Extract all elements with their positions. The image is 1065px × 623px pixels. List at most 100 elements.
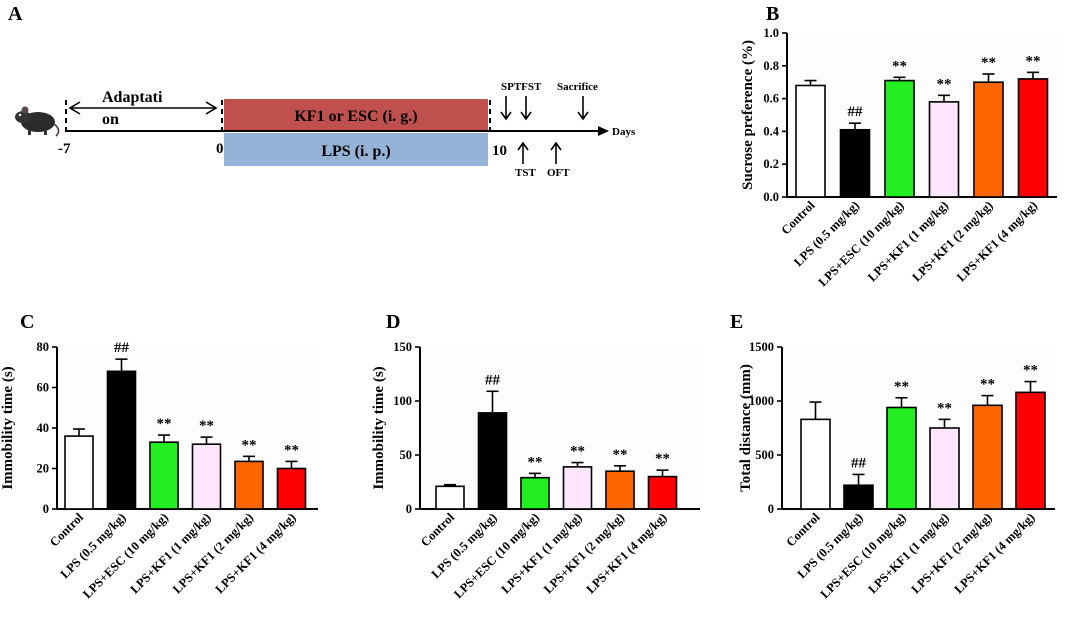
chart-immobility-fst: 0 50 100 150 Immobility time (s) Control ## LPS… — [371, 340, 700, 601]
chart-b-bar-lps-esc — [884, 79, 915, 198]
chart-d-y-axis-label: Immobility time (s) — [371, 366, 387, 489]
oft-arrow — [550, 141, 562, 164]
chart-d-significance-lps-kf1-4: ** — [655, 451, 670, 467]
lps-box — [224, 133, 488, 166]
timeline-arrowhead — [598, 126, 609, 136]
chart-c-ytick-label: 80 — [37, 340, 50, 354]
kf1-esc-box — [224, 99, 488, 130]
chart-d-significance-lps-kf1-2: ** — [613, 447, 628, 463]
chart-d-category-label-lps-kf1-4: LPS+KF1 (4 mg/kg) — [583, 510, 669, 596]
chart-c-significance-lps-esc: ** — [157, 416, 172, 432]
chart-c-bar-control — [64, 435, 94, 510]
chart-b-ytick-label: 0.4 — [763, 124, 779, 138]
tst-arrow — [517, 141, 529, 164]
chart-b-significance-lps: ## — [848, 104, 864, 120]
chart-b-y-axis-label: Sucrose preference (%) — [740, 40, 756, 190]
chart-b-significance-lps-kf1-1: ** — [937, 76, 952, 92]
panel-letter-c: C — [20, 311, 34, 333]
chart-b-category-label-lps-kf1-2: LPS+KF1 (2 mg/kg) — [909, 198, 995, 284]
chart-c-bar-lps-kf1-1 — [191, 443, 222, 510]
chart-immobility-tst: 0 20 40 60 80 Immobility time (s) Control ## LPS… — [0, 340, 318, 601]
chart-b-significance-lps-kf1-4: ** — [1026, 53, 1041, 69]
chart-c-y-axis-label: Immobility time (s) — [0, 366, 16, 489]
chart-c-significance-lps: ## — [114, 340, 130, 356]
chart-d-bar-lps-kf1-1 — [562, 466, 593, 510]
chart-e-significance-lps: ## — [851, 455, 867, 471]
chart-c-significance-lps-kf1-1: ** — [199, 418, 214, 434]
chart-d-bar-control — [435, 485, 465, 510]
chart-e-ytick-label: 500 — [755, 448, 774, 462]
chart-d-significance-lps-esc: ** — [528, 454, 543, 470]
chart-d-bar-lps-kf1-2 — [605, 470, 635, 510]
chart-c-significance-lps-kf1-2: ** — [242, 437, 257, 453]
chart-d-bar-lps — [477, 412, 508, 510]
chart-total-distance: 0 500 1000 1500 Total distance (mm) Control ##… — [738, 340, 1055, 601]
chart-e-ytick-label: 1000 — [749, 394, 774, 408]
chart-e-significance-lps-kf1-1: ** — [937, 400, 952, 416]
lps-label: LPS (i. p.) — [321, 143, 390, 160]
chart-d-category-label-lps-kf1-2: LPS+KF1 (2 mg/kg) — [541, 510, 627, 596]
chart-d-bar-lps-esc — [520, 476, 550, 510]
chart-e-category-label-lps-kf1-4: LPS+KF1 (4 mg/kg) — [951, 510, 1037, 596]
tick-day-minus7: -7 — [58, 141, 71, 157]
sacrifice-arrow — [577, 96, 589, 121]
tick-day-10: 10 — [492, 143, 507, 159]
chart-e-y-axis-label: Total distance (mm) — [738, 364, 754, 492]
chart-c-ytick-label: 20 — [37, 462, 50, 476]
chart-c-significance-lps-kf1-4: ** — [284, 442, 299, 458]
chart-b-category-label-lps-kf1-4: LPS+KF1 (4 mg/kg) — [954, 198, 1040, 284]
chart-e-bar-lps — [843, 484, 874, 510]
oft-label: OFT — [547, 167, 570, 179]
tst-label: TST — [515, 167, 536, 179]
chart-e-category-label-control: Control — [783, 510, 823, 550]
chart-e-significance-lps-kf1-2: ** — [980, 377, 995, 393]
panel-letter-e: E — [730, 311, 743, 333]
panel-letter-b: B — [766, 3, 779, 25]
chart-c-plot-area — [57, 347, 318, 509]
timeline-panel: Adaptati on KF1 or ESC (i. g.) LPS (i. p… — [15, 81, 636, 179]
chart-e-bar-lps-kf1-4 — [1015, 391, 1046, 510]
chart-e-category-label-lps-kf1-2: LPS+KF1 (2 mg/kg) — [908, 510, 994, 596]
chart-e-ytick-label: 1500 — [749, 340, 774, 354]
chart-c-category-label-lps-kf1-1: LPS+KF1 (1 mg/kg) — [127, 510, 213, 596]
chart-c-bar-lps-kf1-4 — [276, 467, 307, 510]
chart-d-significance-lps-kf1-1: ** — [570, 444, 585, 460]
chart-d-category-label-control: Control — [418, 510, 458, 550]
chart-b-category-label-control: Control — [778, 198, 818, 238]
chart-c-category-label-lps-kf1-2: LPS+KF1 (2 mg/kg) — [170, 510, 256, 596]
chart-e-bar-lps-kf1-2 — [972, 404, 1003, 510]
chart-e-significance-lps-esc: ** — [894, 379, 909, 395]
chart-c-category-label-lps-kf1-4: LPS+KF1 (4 mg/kg) — [212, 510, 298, 596]
chart-b-significance-lps-esc: ** — [892, 58, 907, 74]
chart-b-bar-lps-kf1-4 — [1017, 78, 1049, 198]
chart-c-bar-lps-esc — [149, 441, 179, 510]
chart-b-bar-lps-kf1-2 — [973, 81, 1004, 198]
chart-sucrose-preference: 0.0 0.2 0.4 0.6 0.8 1.0 Sucrose preference (%)… — [740, 26, 1057, 289]
chart-e-bar-control — [800, 418, 831, 510]
sacrifice-label: Sacrifice — [557, 81, 598, 93]
mouse-icon — [15, 106, 60, 137]
chart-b-ytick-label: 0.8 — [763, 59, 779, 73]
chart-b-plot-area — [787, 33, 1057, 197]
chart-b-bar-control — [795, 84, 826, 198]
spt-fst-label: SPTFST — [501, 81, 542, 93]
chart-d-ytick-label: 150 — [393, 340, 412, 354]
chart-b-ytick-label: 0.2 — [763, 157, 779, 171]
adaptation-label-line1: Adaptati — [102, 89, 163, 106]
chart-e-ytick-label: 0 — [768, 502, 774, 516]
chart-c-ytick-label: 0 — [43, 502, 49, 516]
chart-d-significance-lps: ## — [485, 372, 501, 388]
chart-b-ytick-label: 1.0 — [763, 26, 779, 40]
chart-b-ytick-label: 0.6 — [763, 92, 779, 106]
panel-letter-d: D — [386, 311, 400, 333]
chart-b-bar-lps — [839, 128, 871, 198]
chart-b-category-label-lps-kf1-1: LPS+KF1 (1 mg/kg) — [865, 198, 951, 284]
chart-c-category-label-control: Control — [47, 510, 87, 550]
chart-e-significance-lps-kf1-4: ** — [1023, 363, 1038, 379]
chart-d-ytick-label: 0 — [406, 502, 412, 516]
chart-c-bar-lps — [106, 370, 137, 510]
chart-c-ytick-label: 40 — [37, 421, 50, 435]
chart-d-ytick-label: 100 — [393, 394, 412, 408]
chart-d-bar-lps-kf1-4 — [647, 475, 678, 510]
